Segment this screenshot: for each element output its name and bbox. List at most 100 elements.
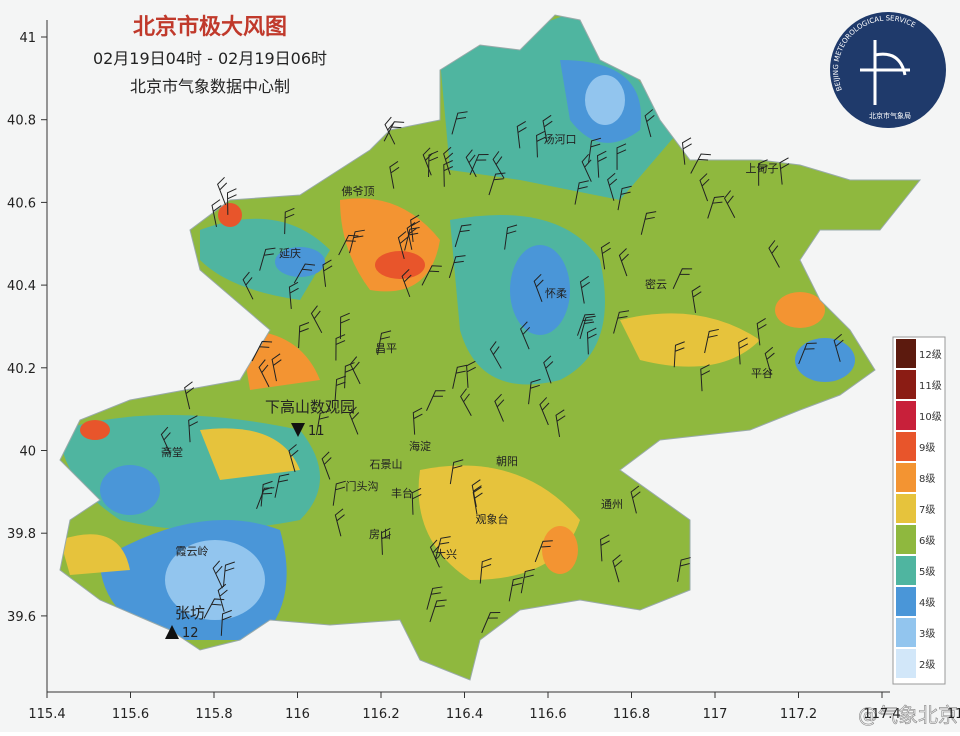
place-label: 门头沟: [346, 479, 379, 493]
legend-label: 3级: [919, 628, 935, 640]
level-area: [620, 313, 760, 367]
wind-barb: [443, 146, 454, 175]
wind-barb: [516, 120, 527, 149]
wind-barb: [284, 207, 295, 235]
level-area: [80, 420, 110, 440]
wind-barb: [184, 381, 195, 410]
place-label: 密云: [645, 277, 667, 291]
place-label: 海淀: [409, 439, 431, 453]
wind-barb: [259, 247, 276, 271]
wind-barb: [533, 273, 544, 302]
level-area: [585, 75, 625, 125]
place-label: 观象台: [476, 512, 509, 526]
place-label: 丰台: [391, 486, 413, 500]
legend-swatch: [896, 494, 916, 523]
place-label: 斋堂: [161, 445, 183, 459]
wind-barb: [404, 226, 420, 251]
legend-label: 11级: [919, 380, 942, 392]
wind-barb: [494, 393, 505, 422]
wind-barb: [226, 188, 237, 215]
wind-barb: [779, 157, 790, 185]
legend-swatch: [896, 618, 916, 647]
level-area: [200, 218, 330, 300]
level-area: [510, 245, 570, 335]
legend-swatch: [896, 370, 916, 399]
legend-label: 10级: [919, 411, 942, 423]
wind-barb: [690, 153, 711, 174]
station-marker: [291, 423, 305, 437]
wind-barb: [412, 407, 423, 435]
wind-barb: [397, 231, 408, 260]
wind-barb: [555, 409, 566, 438]
wind-barb: [332, 480, 346, 506]
title: 北京市极大风图: [133, 14, 287, 40]
level-area: [200, 428, 300, 480]
wind-barb: [691, 285, 702, 313]
place-label: 石景山: [370, 458, 403, 471]
wind-barb: [644, 109, 655, 138]
wind-barb: [380, 528, 391, 555]
wind-barb: [449, 459, 464, 485]
legend-swatch: [896, 463, 916, 492]
wind-barb: [738, 337, 749, 365]
wind-barb: [349, 406, 360, 435]
wind-barb: [756, 318, 767, 346]
wind-barb: [377, 330, 392, 355]
place-label: 房山: [369, 528, 391, 541]
legend: 12级 11级 10级 9级 8级 7级 6级 5级 4级 3级 2级: [892, 336, 946, 685]
wind-barb: [489, 341, 502, 369]
wind-barb: [242, 271, 254, 300]
wind-barb: [630, 485, 641, 514]
wind-barb: [426, 390, 446, 411]
station-value: 12: [182, 626, 199, 641]
wind-barb: [768, 240, 780, 268]
wind-barbs: [160, 109, 844, 636]
wind-barb: [338, 234, 359, 256]
wind-barb: [617, 185, 632, 211]
place-label: 佛爷顶: [342, 184, 375, 198]
wind-barb: [429, 539, 440, 568]
wind-barb: [452, 364, 468, 389]
legend-label: 7级: [919, 504, 935, 516]
legend-label: 8级: [919, 473, 935, 485]
station-name: 张坊: [175, 604, 205, 622]
wind-barb: [466, 360, 476, 388]
wind-barb: [618, 248, 629, 277]
wind-barb: [406, 222, 417, 250]
wind-barb: [469, 153, 489, 176]
wind-barb: [673, 341, 685, 368]
wind-barb: [344, 362, 355, 389]
y-tick-label: 40: [19, 445, 36, 460]
wind-barb: [217, 583, 228, 612]
place-label: 通州: [601, 498, 623, 511]
station-name: 下高山数观园: [265, 398, 355, 416]
wind-barb: [798, 342, 817, 365]
legend-swatch: [896, 587, 916, 616]
x-tick-label: 116.6: [529, 707, 566, 722]
x-tick-label: 116.4: [446, 707, 483, 722]
level-area: [275, 247, 325, 277]
wind-barb: [271, 353, 282, 382]
wind-barb: [479, 558, 492, 584]
x-tick-label: 117.2: [780, 707, 817, 722]
wind-barb: [492, 151, 505, 179]
legend-swatch: [896, 401, 916, 430]
wind-barb: [465, 149, 477, 178]
wind-barb: [520, 568, 535, 594]
wind-barb: [700, 364, 711, 392]
wind-barb: [334, 508, 345, 537]
y-tick-label: 40.2: [7, 362, 36, 377]
logo-mark: [860, 40, 910, 105]
wind-barb: [220, 609, 232, 636]
y-tick-label: 39.8: [7, 527, 36, 542]
wind-barb: [335, 334, 346, 361]
place-label: 朝阳: [496, 455, 518, 468]
x-tick-label: 117.4: [863, 707, 900, 722]
wind-barb: [288, 444, 299, 473]
wind-barb: [758, 159, 768, 186]
y-tick-label: 40.4: [7, 279, 36, 294]
place-label: 延庆: [279, 246, 301, 260]
wind-barb: [160, 426, 172, 455]
